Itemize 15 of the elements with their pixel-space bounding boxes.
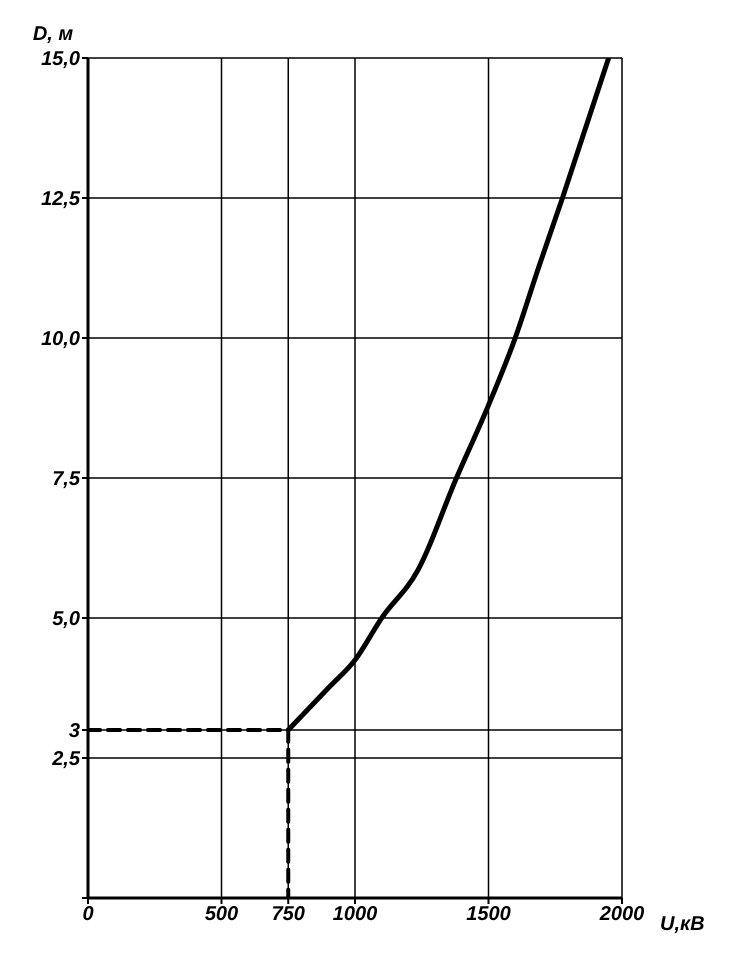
y-tick-label: 3 [68,720,80,742]
y-tick-label: 2,5 [51,748,81,770]
y-tick-label: 5,0 [52,608,80,630]
y-tick-label: 10,0 [41,328,80,350]
y-tick-label: 15,0 [41,48,80,70]
x-tick-label: 1000 [332,903,378,926]
y-tick-label: 12,5 [41,188,81,210]
x-tick-label: 0 [82,903,94,926]
x-tick-label: 500 [204,903,238,926]
y-tick-label: 7,5 [52,468,81,490]
x-tick-label: 750 [272,903,305,926]
x-tick-label: 1500 [466,903,511,926]
x-tick-label: 2000 [598,903,644,926]
x-axis-title: U,кВ [660,913,705,936]
y-axis-title: D, м [32,23,74,45]
